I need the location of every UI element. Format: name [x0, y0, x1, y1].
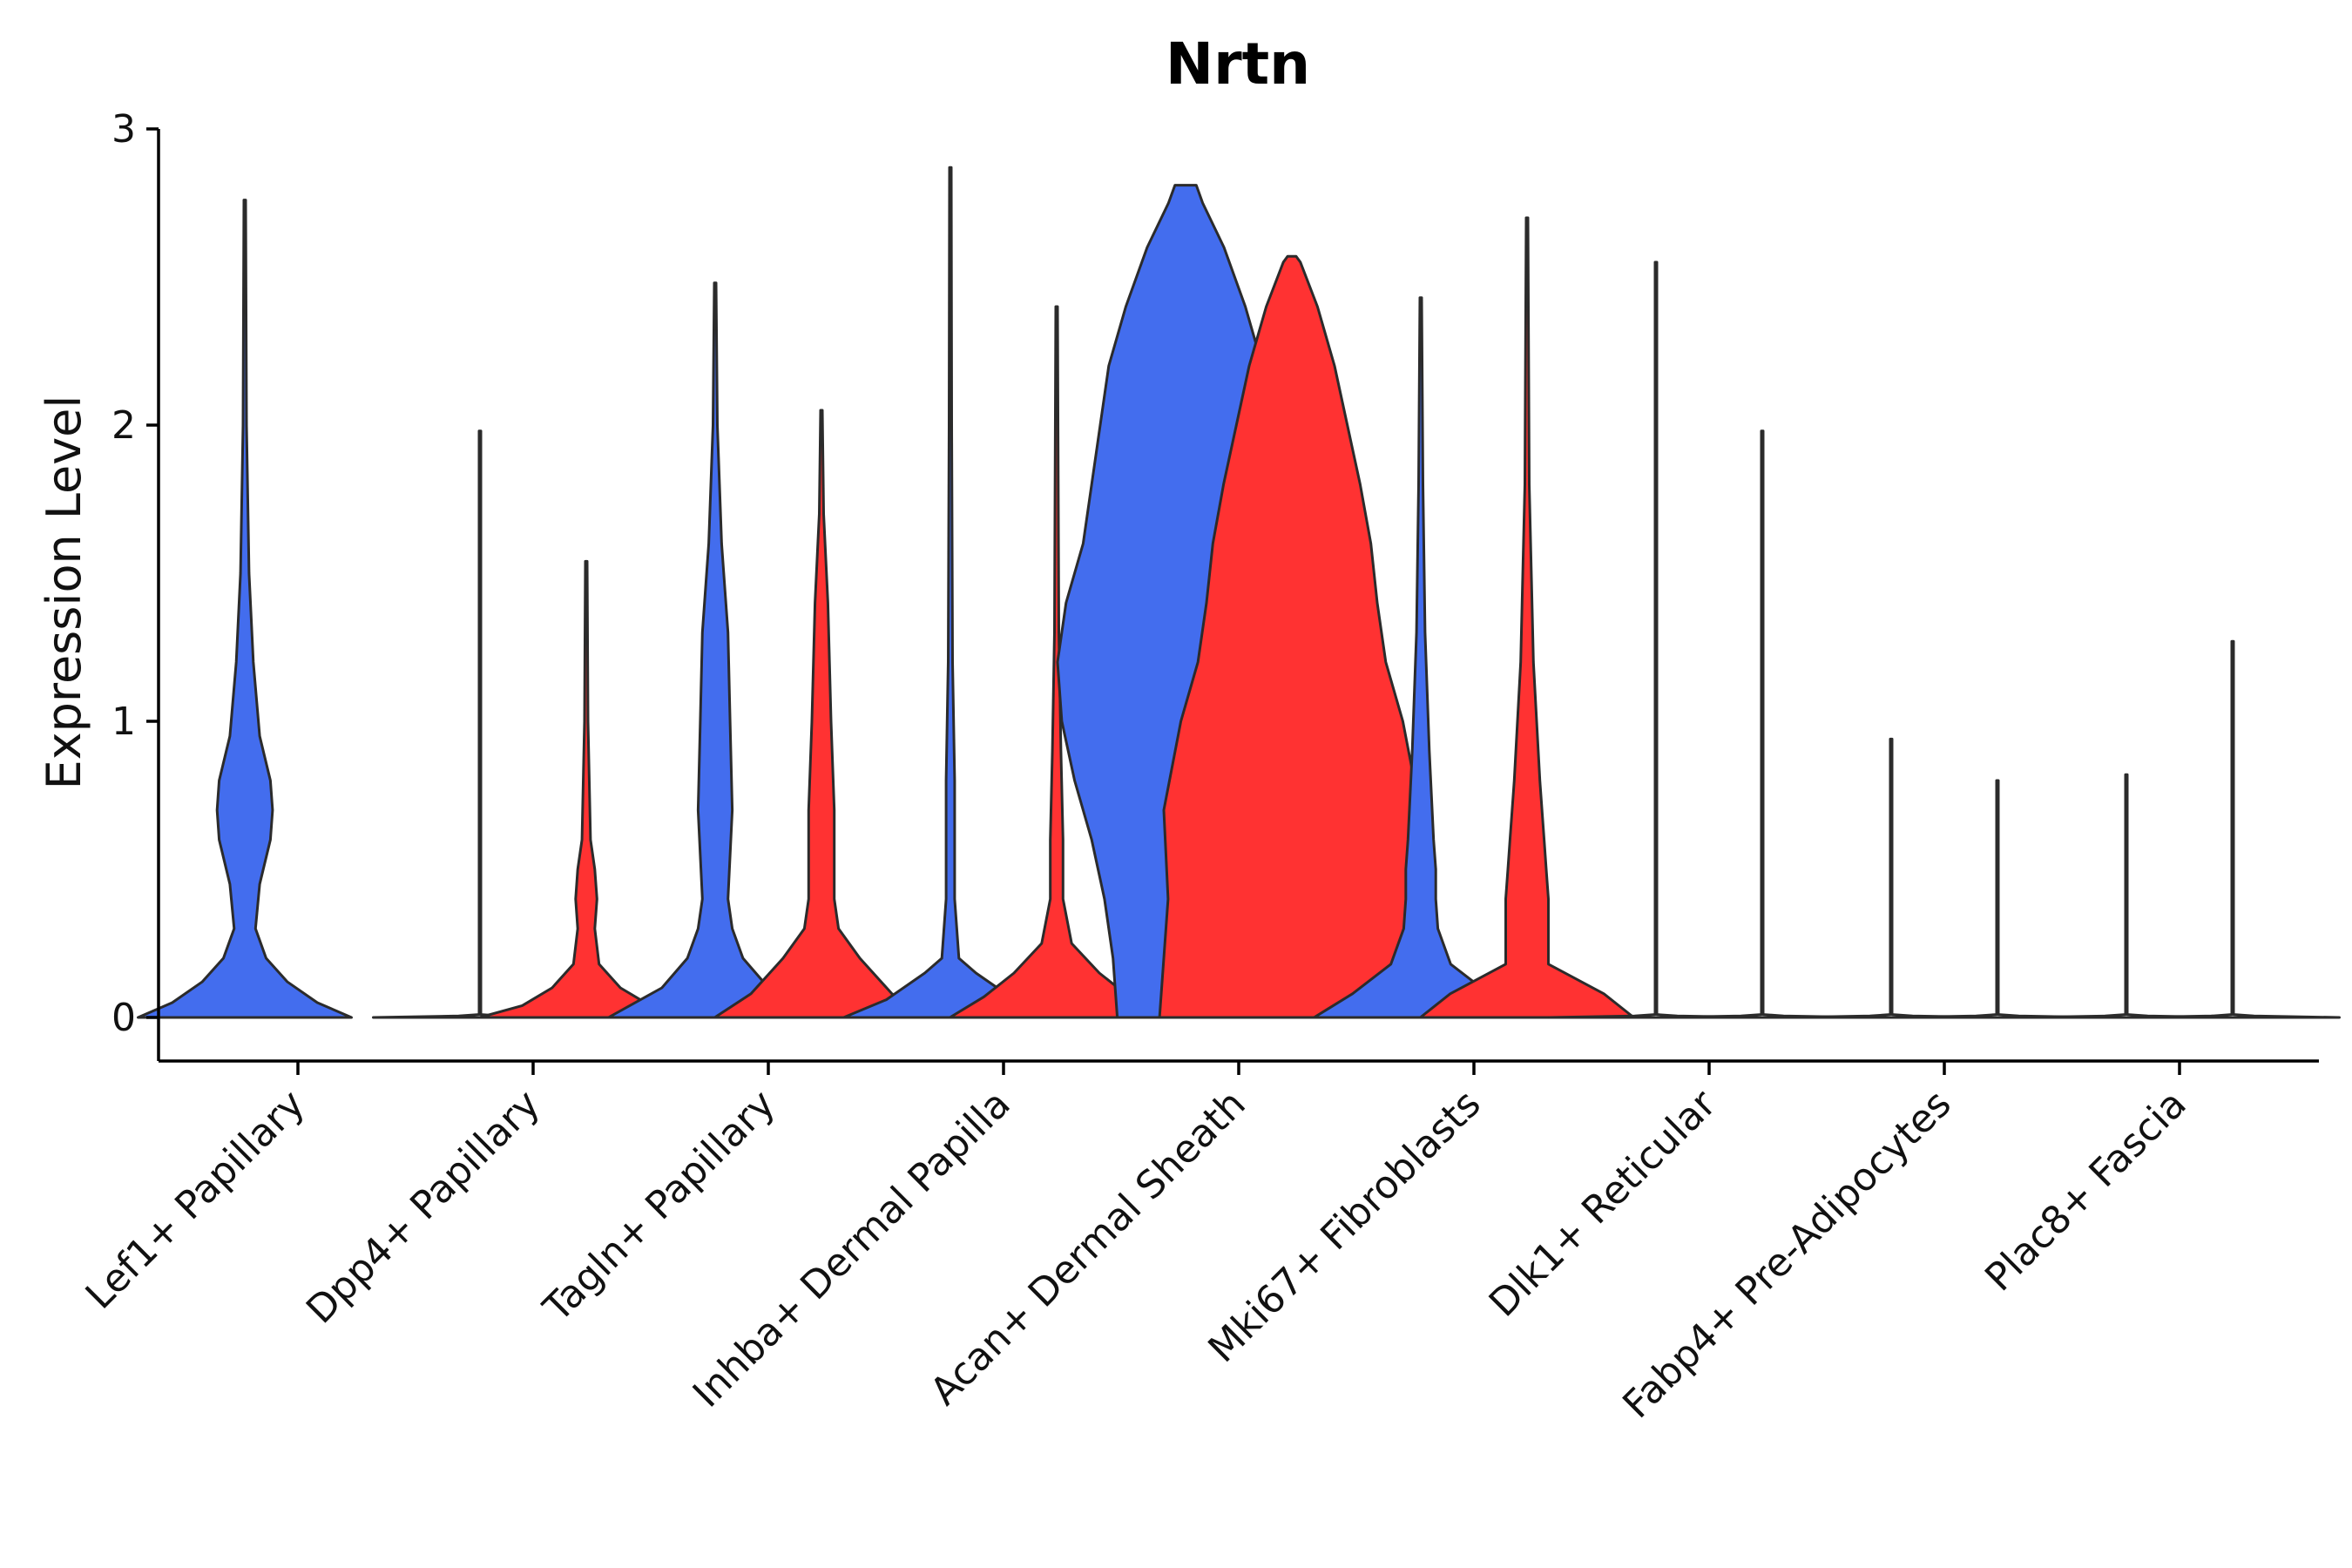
- violin-plac8-fascia-left: [2018, 773, 2234, 1019]
- violin-fabp4-pre-adipocytes-left: [1783, 737, 1999, 1019]
- x-tick-label: Dlk1+ Reticular: [1481, 1081, 1726, 1326]
- violin-tagln-papillary-right: [713, 409, 929, 1019]
- violin-plac8-fascia-right: [2125, 639, 2341, 1019]
- x-tick-label: Lef1+ Papillary: [78, 1082, 314, 1318]
- violin-mki67-fibroblasts-right: [1419, 216, 1635, 1019]
- y-tick-label: 3: [112, 107, 136, 152]
- violin-inhba-dermal-papilla-left: [842, 166, 1058, 1019]
- y-axis-label: Expression Level: [37, 395, 91, 790]
- x-tick-label: Tagln+ Papillary: [535, 1082, 784, 1331]
- violin-dlk1-reticular-right: [1654, 429, 1870, 1019]
- violin-lef1-papillary-left: [137, 199, 353, 1019]
- y-tick-label: 0: [112, 996, 136, 1040]
- violin-acan-dermal-sheath-right: [1158, 254, 1426, 1019]
- y-tick-label: 1: [112, 700, 136, 744]
- violins-layer: [137, 166, 2341, 1019]
- chart-title: Nrtn: [1166, 30, 1310, 98]
- violin-fabp4-pre-adipocytes-right: [1889, 779, 2105, 1019]
- x-tick-label: Mki67+ Fibroblasts: [1200, 1082, 1489, 1371]
- violin-dlk1-reticular-left: [1548, 260, 1764, 1019]
- y-tick-label: 2: [112, 403, 136, 448]
- violin-mki67-fibroblasts-left: [1313, 296, 1529, 1019]
- x-tick-label: Dpp4+ Papillary: [298, 1082, 549, 1333]
- violin-dpp4-papillary-right: [478, 559, 694, 1019]
- violin-tagln-papillary-left: [607, 281, 823, 1019]
- violin-dpp4-papillary-left: [372, 429, 588, 1019]
- x-tick-label: Plac8+ Fascia: [1977, 1082, 2195, 1301]
